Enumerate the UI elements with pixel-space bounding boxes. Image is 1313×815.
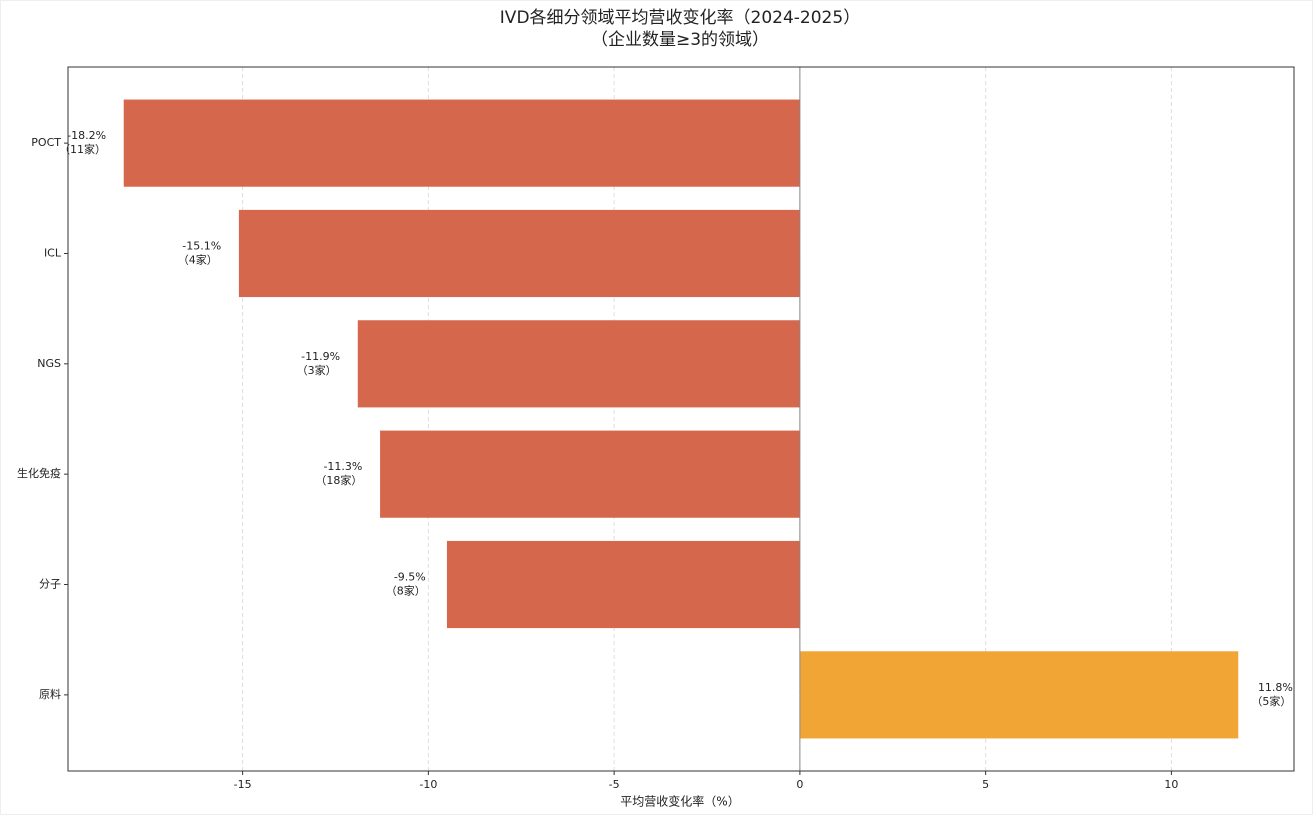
- value-label: -11.9%: [301, 350, 340, 363]
- count-label: （5家）: [1251, 694, 1291, 708]
- y-tick-label: NGS: [37, 357, 61, 370]
- y-tick-label: ICL: [44, 246, 62, 259]
- count-label: （18家）: [315, 473, 362, 487]
- count-label: （4家）: [178, 252, 218, 266]
- x-axis-label: 平均营收变化率（%）: [620, 794, 739, 809]
- x-tick-label: 0: [796, 778, 803, 791]
- bar: [123, 99, 800, 187]
- bar: [380, 430, 800, 518]
- x-tick-label: -15: [234, 778, 252, 791]
- count-label: （3家）: [297, 363, 337, 377]
- chart-title: IVD各细分领域平均营收变化率（2024-2025）: [500, 8, 860, 28]
- value-label: -11.3%: [323, 460, 362, 473]
- x-tick-label: -5: [609, 778, 620, 791]
- value-label: -15.1%: [182, 239, 221, 252]
- plot-frame: [67, 66, 1295, 772]
- bar: [446, 540, 800, 629]
- count-label: （8家）: [386, 584, 426, 598]
- count-label: （11家）: [59, 142, 106, 156]
- y-tick-label: 生化免疫: [17, 466, 61, 480]
- y-tick-label: POCT: [31, 136, 61, 149]
- y-tick-label: 分子: [39, 578, 61, 591]
- value-label: -9.5%: [394, 571, 426, 584]
- chart-subtitle: （企业数量≥3的领域）: [591, 30, 769, 50]
- x-tick-label: 10: [1164, 778, 1178, 791]
- value-label: -18.2%: [67, 129, 106, 142]
- bar: [238, 209, 800, 298]
- x-tick-label: -10: [419, 778, 437, 791]
- bar: [357, 320, 800, 408]
- y-tick-label: 原料: [39, 687, 61, 701]
- x-tick-label: 5: [982, 778, 989, 791]
- value-label: 11.8%: [1258, 681, 1293, 694]
- bar: [799, 651, 1239, 739]
